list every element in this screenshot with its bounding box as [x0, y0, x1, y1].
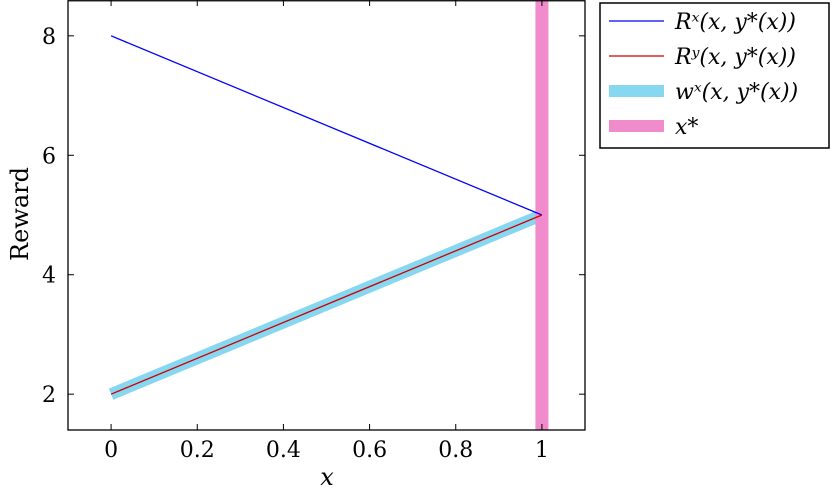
plot-frame	[67, 0, 586, 431]
y-tick-label: 8	[42, 25, 56, 50]
series-line-1	[110, 214, 543, 395]
x-tick-label: 0.6	[352, 438, 387, 463]
y-tick-label: 2	[42, 383, 56, 408]
legend-label: Rʸ(x, y*(x))	[674, 45, 796, 70]
y-axis-title: Reward	[6, 167, 34, 261]
x-tick-label: 0	[104, 438, 118, 463]
x-tick-label: 0.4	[266, 438, 301, 463]
x-axis-title: x	[320, 463, 334, 491]
x-tick-label: 1	[535, 438, 549, 463]
legend-label: x*	[675, 115, 698, 140]
legend: Rˣ(x, y*(x)) Rʸ(x, y*(x)) wˣ(x, y*(x)) x*	[599, 2, 830, 149]
legend-label: wˣ(x, y*(x))	[675, 80, 798, 105]
y-tick-label: 6	[42, 144, 56, 169]
plot-area	[108, 0, 549, 430]
axes: 0 0.2 0.4 0.6 0.8 1 2 4 6 8	[42, 0, 586, 463]
x-tick-label: 0.2	[180, 438, 215, 463]
legend-label: Rˣ(x, y*(x))	[674, 10, 796, 35]
x-tick-label: 0.8	[438, 438, 473, 463]
series-line-0	[110, 35, 543, 216]
y-tick-label: 4	[42, 264, 56, 289]
